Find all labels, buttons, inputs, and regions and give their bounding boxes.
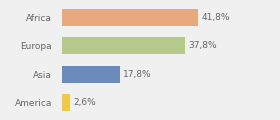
Text: 37,8%: 37,8% [189,41,217,50]
Bar [62,66,120,83]
Text: 41,8%: 41,8% [202,13,230,22]
Bar [62,9,199,26]
Bar [62,37,185,54]
Text: 17,8%: 17,8% [123,70,152,79]
Text: 2,6%: 2,6% [73,98,96,107]
Bar [62,94,70,111]
